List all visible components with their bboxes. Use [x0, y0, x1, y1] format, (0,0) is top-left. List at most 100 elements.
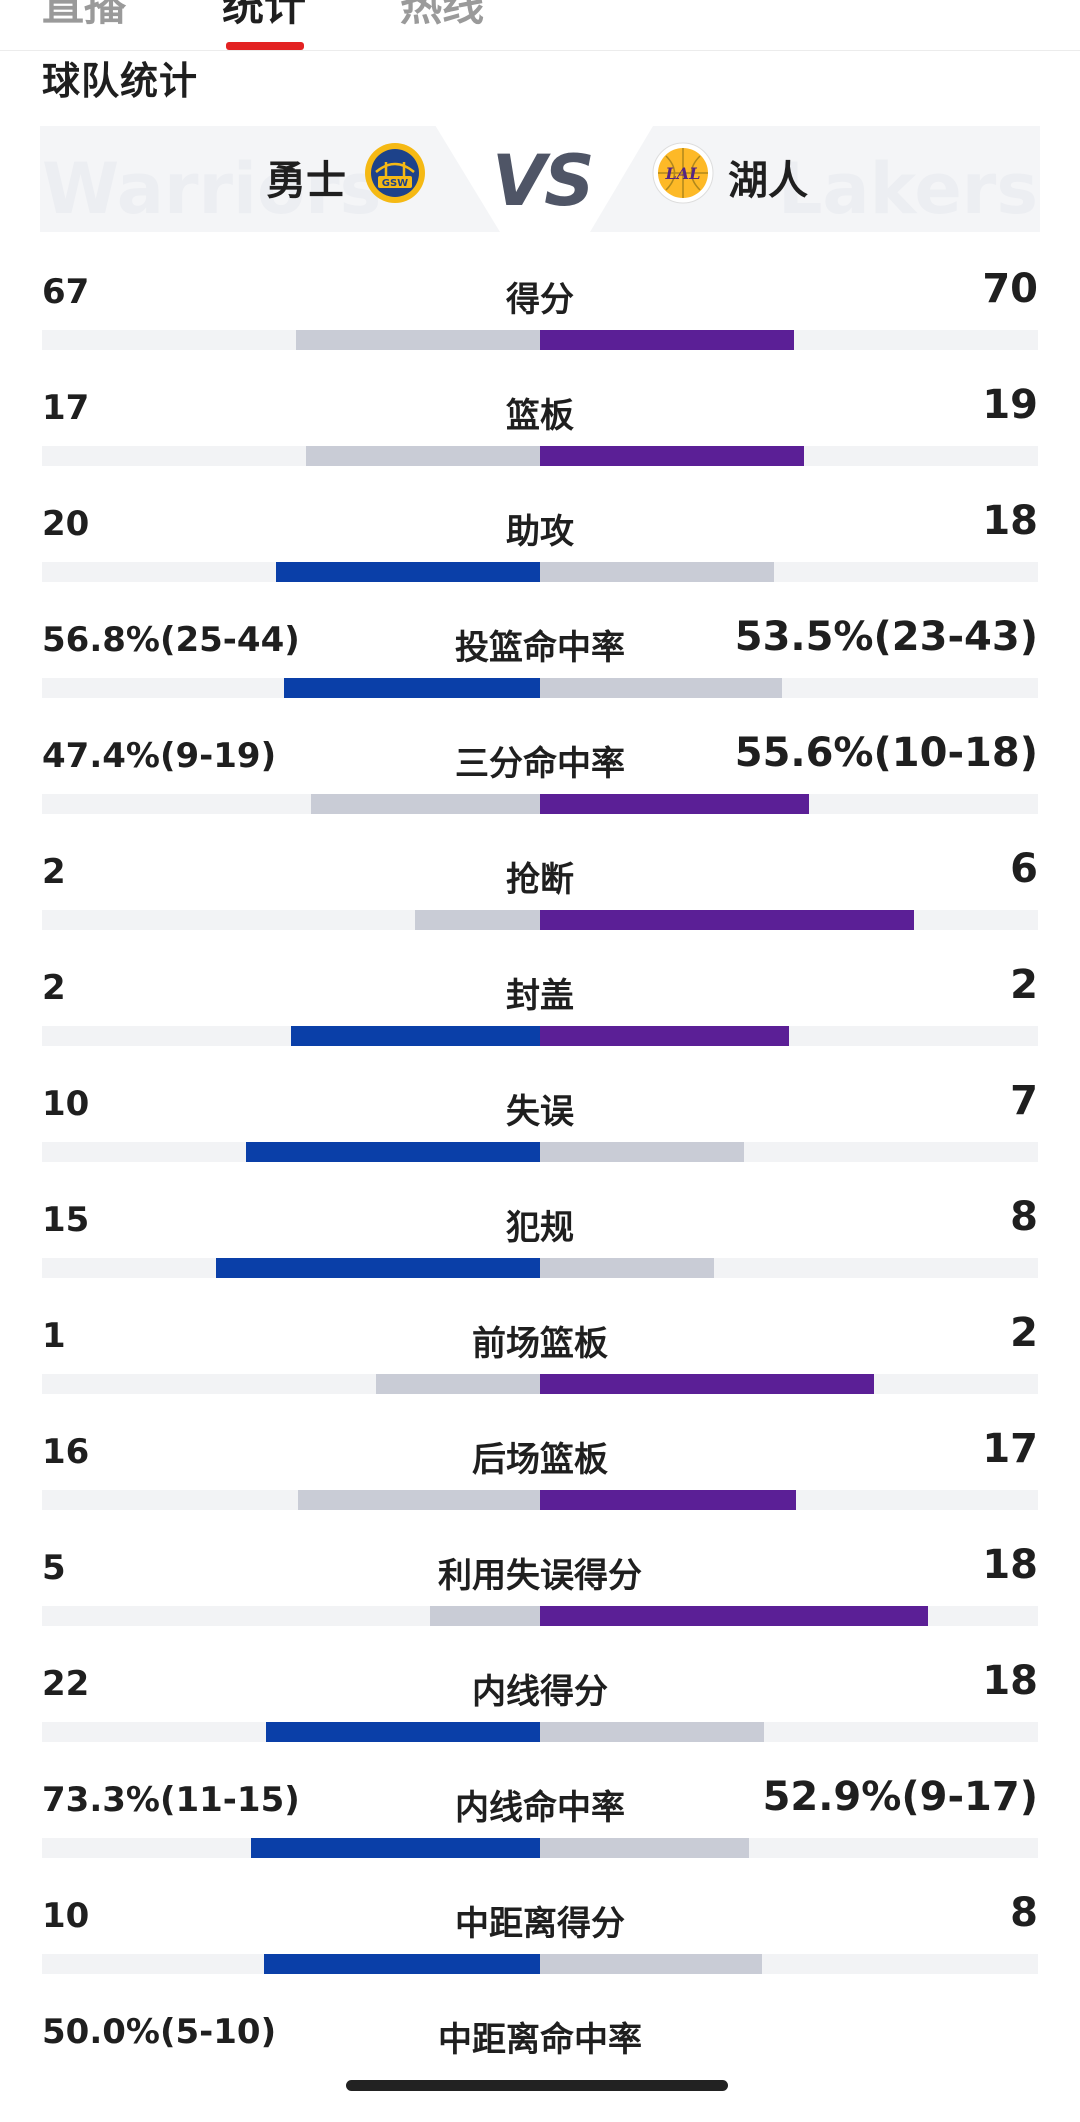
away-stat-bar [540, 1142, 744, 1162]
home-stat-value: 47.4%(9-19) [42, 736, 277, 776]
away-stat-bar [540, 678, 782, 698]
lakers-logo-icon: LAL [652, 142, 714, 204]
home-stat-value: 73.3%(11-15) [42, 1780, 300, 1820]
home-stat-value: 1 [42, 1316, 66, 1356]
home-stat-bar [311, 794, 540, 814]
stat-label: 中距离得分 [455, 1904, 625, 1944]
home-stat-value: 50.0%(5-10) [42, 2012, 277, 2052]
warriors-logo-text: GSW [382, 178, 408, 189]
home-stat-bar [306, 446, 540, 466]
stat-row: 17 篮板 19 [0, 382, 1080, 498]
home-stat-bar [291, 1026, 540, 1046]
home-stat-bar [298, 1490, 540, 1510]
stat-row: 67 得分 70 [0, 266, 1080, 382]
away-stat-bar [540, 1374, 874, 1394]
home-stat-bar [430, 1606, 540, 1626]
home-team-watermark: Warriors [42, 148, 382, 230]
stat-row: 10 失误 7 [0, 1078, 1080, 1194]
away-stat-value: 7 [1010, 1078, 1038, 1124]
home-stat-value: 56.8%(25-44) [42, 620, 300, 660]
away-stat-bar [540, 330, 794, 350]
away-stat-value: 70 [982, 266, 1038, 312]
stat-label: 利用失误得分 [438, 1556, 642, 1596]
away-stat-value: 18 [982, 1658, 1038, 1704]
stat-label: 得分 [506, 280, 574, 320]
home-stat-bar [246, 1142, 540, 1162]
home-stat-value: 22 [42, 1664, 90, 1704]
home-stat-value: 67 [42, 272, 90, 312]
away-stat-value: 18 [982, 1542, 1038, 1588]
stat-row: 22 内线得分 18 [0, 1658, 1080, 1774]
stat-label: 前场篮板 [472, 1324, 608, 1364]
stat-label: 犯规 [506, 1208, 574, 1248]
stat-row: 56.8%(25-44) 投篮命中率 53.5%(23-43) [0, 614, 1080, 730]
warriors-logo-icon: GSW [364, 142, 426, 204]
away-stat-bar [540, 562, 774, 582]
active-tab-indicator [226, 42, 304, 50]
away-stat-bar [540, 1954, 762, 1974]
home-stat-bar [415, 910, 540, 930]
stat-row: 2 封盖 2 [0, 962, 1080, 1078]
away-stat-value: 55.6%(10-18) [734, 730, 1038, 776]
away-stat-value: 53.5%(23-43) [734, 614, 1038, 660]
home-stat-value: 16 [42, 1432, 90, 1472]
away-stat-value: 2 [1010, 962, 1038, 1008]
stat-row: 5 利用失误得分 18 [0, 1542, 1080, 1658]
away-stat-bar [540, 1026, 789, 1046]
home-indicator[interactable] [346, 2080, 728, 2091]
home-stat-value: 17 [42, 388, 90, 428]
stat-row: 73.3%(11-15) 内线命中率 52.9%(9-17) [0, 1774, 1080, 1890]
home-team-name: 勇士 [266, 158, 346, 204]
matchup-header: Warriors Lakers 勇士 GSW VS LAL 湖人 [0, 118, 1080, 238]
home-stat-value: 2 [42, 852, 66, 892]
home-stat-value: 10 [42, 1896, 90, 1936]
stat-label: 助攻 [506, 512, 574, 552]
home-stat-bar [376, 1374, 540, 1394]
lakers-logo-text: LAL [665, 164, 701, 183]
stat-label: 失误 [506, 1092, 574, 1132]
stat-row: 20 助攻 18 [0, 498, 1080, 614]
stat-row: 16 后场篮板 17 [0, 1426, 1080, 1542]
home-stat-bar [276, 562, 540, 582]
stat-row: 47.4%(9-19) 三分命中率 55.6%(10-18) [0, 730, 1080, 846]
away-stat-bar [540, 910, 914, 930]
section-title: 球队统计 [42, 59, 199, 103]
home-stat-bar [296, 330, 540, 350]
stat-row: 50.0%(5-10) 中距离命中率 [0, 2006, 1080, 2122]
tab-live[interactable]: 直播 [42, 0, 127, 30]
home-stat-bar [284, 678, 540, 698]
home-stat-value: 5 [42, 1548, 66, 1588]
stat-label: 内线命中率 [455, 1788, 625, 1828]
stat-label: 抢断 [506, 860, 574, 900]
away-team-watermark: Lakers [777, 148, 1038, 230]
away-stat-bar [540, 446, 804, 466]
home-stat-value: 15 [42, 1200, 90, 1240]
away-stat-value: 19 [982, 382, 1038, 428]
stat-row: 15 犯规 8 [0, 1194, 1080, 1310]
stat-label: 内线得分 [472, 1672, 608, 1712]
tab-stats[interactable]: 统计 [222, 0, 307, 30]
away-stat-bar [540, 1490, 796, 1510]
stat-label: 三分命中率 [455, 744, 625, 784]
stat-label: 中距离命中率 [438, 2020, 642, 2060]
home-stat-value: 2 [42, 968, 66, 1008]
stat-row: 1 前场篮板 2 [0, 1310, 1080, 1426]
away-stat-value: 8 [1010, 1194, 1038, 1240]
away-stat-value: 8 [1010, 1890, 1038, 1936]
away-stat-bar [540, 794, 809, 814]
away-stat-value: 17 [982, 1426, 1038, 1472]
tab-hotline[interactable]: 热线 [400, 0, 485, 30]
vs-label: VS [492, 140, 595, 222]
top-tab-bar: 直播 统计 热线 [0, 0, 1080, 51]
home-stat-bar [264, 1954, 540, 1974]
away-stat-value: 2 [1010, 1310, 1038, 1356]
away-stat-bar [540, 1258, 714, 1278]
away-stat-bar [540, 1838, 749, 1858]
stat-label: 后场篮板 [472, 1440, 608, 1480]
stat-label: 篮板 [506, 396, 574, 436]
away-stat-value: 18 [982, 498, 1038, 544]
stat-row: 2 抢断 6 [0, 846, 1080, 962]
home-stat-bar [266, 1722, 540, 1742]
stat-label: 投篮命中率 [455, 628, 625, 668]
away-team-name: 湖人 [728, 158, 808, 204]
